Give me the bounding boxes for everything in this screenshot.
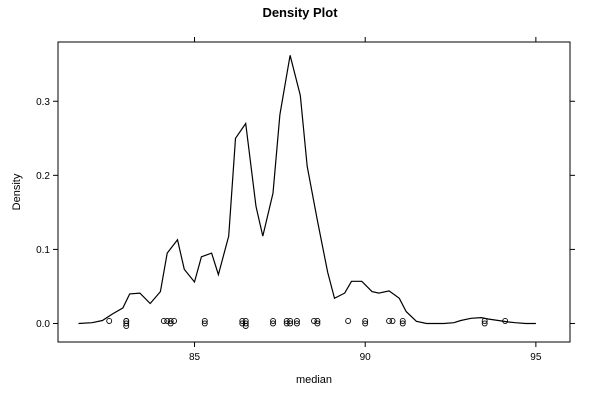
rug-point xyxy=(287,320,294,327)
rug-point xyxy=(167,318,174,324)
rug-point xyxy=(362,318,369,324)
rug-point xyxy=(123,320,130,327)
y-tick-label: 0.0 xyxy=(36,319,50,330)
rug-point xyxy=(242,320,249,327)
rug-point xyxy=(481,320,488,327)
rug-point xyxy=(389,318,396,324)
rug-point xyxy=(293,320,300,327)
chart-title: Density Plot xyxy=(262,5,338,20)
rug-point xyxy=(362,320,369,327)
y-tick-label: 0.3 xyxy=(36,97,50,108)
series-layer xyxy=(78,55,536,325)
rug-point xyxy=(123,318,130,324)
x-tick-label: 85 xyxy=(189,352,201,363)
rug-point xyxy=(201,318,208,324)
rug-point xyxy=(345,318,352,324)
y-tick-label: 0.1 xyxy=(36,245,50,256)
rug-point xyxy=(481,318,488,324)
rug-point xyxy=(270,320,276,327)
rug-point xyxy=(314,320,321,327)
rug-point xyxy=(314,318,321,324)
x-axis-label: median xyxy=(296,374,332,386)
rug-point xyxy=(106,318,113,324)
y-axis: 0.0 0.1 0.2 0.3 xyxy=(36,97,575,330)
plot-frame xyxy=(57,41,571,343)
rug-point xyxy=(287,318,294,324)
rug-point xyxy=(171,318,178,324)
rug-point xyxy=(399,318,406,324)
rug-point xyxy=(293,318,300,324)
rug-point xyxy=(270,318,276,324)
density-line xyxy=(78,55,536,325)
rug-layer xyxy=(106,318,509,329)
x-axis: 85 90 95 xyxy=(189,37,542,363)
rug-point xyxy=(201,320,208,327)
rug-point xyxy=(502,318,509,324)
rug-point xyxy=(242,323,249,329)
rug-point xyxy=(386,318,393,324)
rug-point xyxy=(160,318,167,324)
y-axis-label: Density xyxy=(11,173,23,210)
x-tick-label: 95 xyxy=(530,352,542,363)
rug-point xyxy=(399,320,406,327)
x-tick-label: 90 xyxy=(360,352,372,363)
y-tick-label: 0.2 xyxy=(36,171,50,182)
